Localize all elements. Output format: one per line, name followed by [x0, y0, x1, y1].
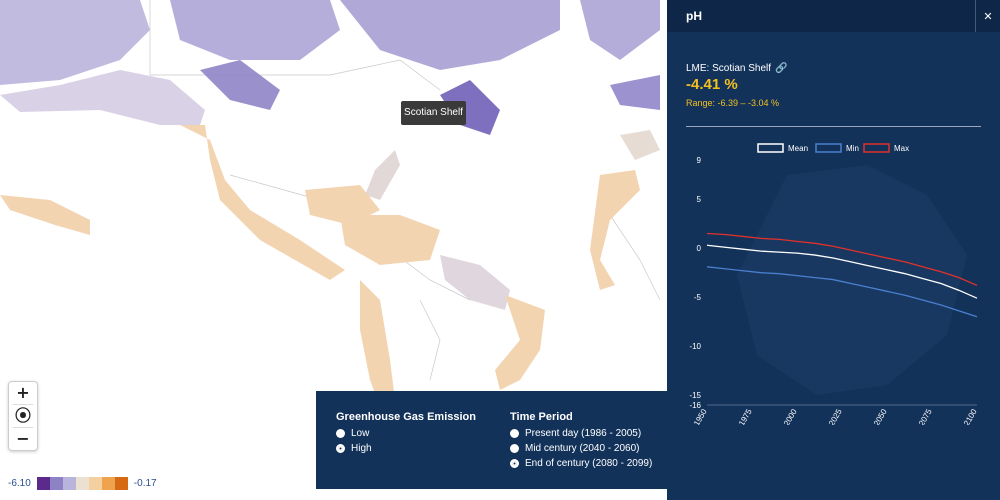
x-tick-label: 2100 [962, 407, 979, 425]
legend-swatch-mean [757, 143, 784, 153]
link-icon[interactable]: 🔗 [775, 63, 788, 74]
period-mid-label: Mid century (2040 - 2060) [525, 443, 640, 454]
legend-label-mean: Mean [788, 144, 808, 153]
legend-swatch [75, 476, 89, 490]
zoom-divider [13, 404, 33, 405]
x-tick-label: 2000 [782, 407, 799, 425]
y-tick-label: -15 [689, 391, 701, 400]
radio-present[interactable] [510, 429, 519, 438]
legend-swatch [88, 476, 102, 490]
legend-max-label: -0.17 [133, 477, 157, 489]
detail-panel: pH ✕ LME: Scotian Shelf 🔗 -4.41 % Range: … [667, 0, 1000, 500]
radio-end[interactable] [510, 459, 519, 468]
emission-option-high[interactable]: High [336, 443, 476, 454]
period-title: Time Period [510, 411, 573, 423]
radio-low[interactable] [336, 429, 345, 438]
panel-divider [686, 126, 981, 127]
panel-title: pH [686, 9, 702, 23]
chart-background-map [737, 165, 967, 395]
emission-low-label: Low [351, 428, 370, 439]
zoom-out-button[interactable]: − [9, 428, 37, 450]
legend-swatch [114, 476, 128, 490]
radio-high[interactable] [336, 444, 345, 453]
period-present-label: Present day (1986 - 2005) [525, 428, 642, 439]
emission-title: Greenhouse Gas Emission [336, 411, 476, 423]
legend-swatch [101, 476, 115, 490]
region-tooltip: Scotian Shelf [401, 101, 466, 125]
y-axis: 9 5 0 -5 -10 -15-16 [689, 156, 701, 410]
lme-name: LME: Scotian Shelf 🔗 [686, 63, 788, 74]
y-tick-label: 9 [697, 156, 702, 165]
legend-swatch [36, 476, 50, 490]
y-tick-label: 5 [697, 195, 702, 204]
legend-swatch [62, 476, 76, 490]
period-group: Time Period Present day (1986 - 2005) Mi… [510, 411, 652, 474]
y-tick-label: -5 [694, 293, 702, 302]
emission-high-label: High [351, 443, 372, 454]
series-line-mean [706, 244, 978, 299]
series-line-max [706, 232, 978, 287]
period-end-label: End of century (2080 - 2099) [525, 458, 653, 469]
lme-regions [0, 0, 660, 420]
emission-group: Greenhouse Gas Emission Low High [336, 411, 476, 459]
ph-change-chart: Mean Min Max 950-5-10-15-16 1950 1975 2000 20… [689, 143, 979, 425]
panel-header: pH ✕ [667, 0, 1000, 32]
x-tick-label: 2050 [872, 407, 889, 425]
lme-label: LME: Scotian Shelf [686, 63, 772, 74]
change-range: Range: -6.39 – -3.04 % [686, 98, 780, 108]
locate-button[interactable]: ⦿ [9, 405, 37, 427]
legend-label-min: Min [846, 144, 859, 153]
x-tick-label: 2075 [917, 407, 934, 425]
change-value: -4.41 % [686, 76, 738, 93]
series-line-min [706, 266, 978, 318]
zoom-divider [13, 427, 33, 428]
legend-swatch-min [815, 143, 842, 153]
scenario-controls: Greenhouse Gas Emission Low High Time Pe… [316, 391, 683, 489]
legend-swatches [36, 476, 128, 490]
emission-option-low[interactable]: Low [336, 428, 476, 439]
zoom-in-button[interactable]: + [9, 382, 37, 404]
chart-series [706, 232, 978, 318]
y-tick-label: -16 [689, 401, 701, 410]
period-option-end[interactable]: End of century (2080 - 2099) [510, 458, 653, 469]
legend-swatch [49, 476, 63, 490]
legend-label-max: Max [894, 144, 909, 153]
legend-min-label: -6.10 [8, 477, 31, 489]
y-tick-label: -10 [689, 342, 701, 351]
x-tick-label: 2025 [827, 407, 844, 425]
legend-swatch-max [863, 143, 890, 153]
color-scale-legend: -6.10 -0.17 [8, 475, 157, 491]
map-zoom-controls: + ⦿ − [8, 381, 38, 451]
period-option-mid[interactable]: Mid century (2040 - 2060) [510, 443, 652, 454]
close-button[interactable]: ✕ [975, 0, 1000, 32]
x-tick-label: 1975 [737, 407, 754, 425]
radio-mid[interactable] [510, 444, 519, 453]
x-axis: 1950 1975 2000 2025 2050 2075 2100 [692, 404, 979, 425]
y-tick-label: 0 [697, 244, 702, 253]
chart-legend: Mean Min Max [757, 143, 909, 153]
period-option-present[interactable]: Present day (1986 - 2005) [510, 428, 652, 439]
